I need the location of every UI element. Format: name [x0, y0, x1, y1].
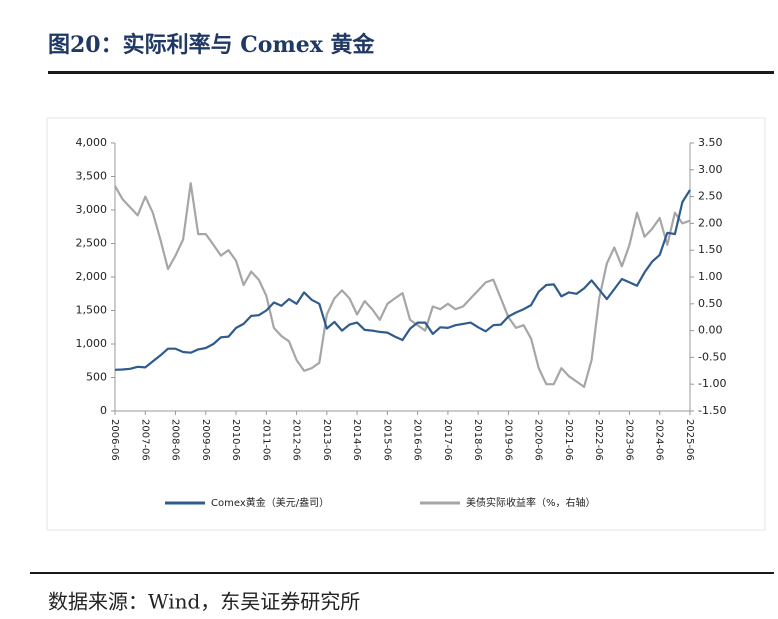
series-line [114, 189, 691, 371]
chart-title: 图20：实际利率与 Comex 黄金 [48, 32, 376, 58]
y2-tick-label: 1.50 [698, 243, 723, 256]
y2-tick-label: 2.00 [698, 216, 723, 229]
x-tick-label: 2022-06 [593, 419, 604, 461]
legend-label: Comex黄金（美元/盎司） [211, 496, 329, 509]
y-tick-label: 1,000 [76, 337, 108, 350]
y-tick-label: 4,000 [76, 136, 108, 149]
y2-tick-label: 3.00 [698, 163, 723, 176]
y-tick-label: 2,000 [76, 270, 108, 283]
y-tick-label: 500 [86, 371, 107, 384]
y-tick-label: 2,500 [76, 237, 108, 250]
x-tick-label: 2023-06 [623, 419, 634, 461]
y-tick-label: 1,500 [76, 304, 108, 317]
x-tick-label: 2010-06 [230, 419, 241, 461]
y-tick-label: 3,000 [76, 203, 108, 216]
x-tick-label: 2009-06 [200, 419, 211, 461]
x-tick-label: 2017-06 [442, 419, 453, 461]
y-tick-label: 3,500 [76, 170, 108, 183]
x-tick-label: 2008-06 [170, 419, 181, 461]
y2-tick-label: -0.50 [698, 350, 726, 363]
x-tick-label: 2024-06 [654, 419, 665, 461]
x-tick-label: 2016-06 [412, 419, 423, 461]
y2-tick-label: 0.00 [698, 324, 723, 337]
x-tick-label: 2013-06 [321, 419, 332, 461]
y2-tick-label: 3.50 [698, 136, 723, 149]
y2-tick-label: 0.50 [698, 297, 723, 310]
x-tick-label: 2015-06 [381, 419, 392, 461]
x-tick-label: 2006-06 [109, 419, 120, 461]
legend-label: 美债实际收益率（%，右轴） [466, 496, 596, 509]
x-tick-label: 2007-06 [139, 419, 150, 461]
x-tick-label: 2021-06 [563, 419, 574, 461]
source-rule [30, 572, 774, 574]
x-tick-label: 2011-06 [260, 419, 271, 461]
source: 数据来源：Wind，东吴证券研究所 [48, 590, 360, 614]
x-tick-label: 2020-06 [533, 419, 544, 461]
x-tick-label: 2012-06 [291, 419, 302, 461]
title-rule [48, 71, 774, 74]
y2-tick-label: 2.50 [698, 190, 723, 203]
y2-tick-label: -1.50 [698, 404, 726, 417]
y-tick-label: 0 [100, 404, 107, 417]
x-tick-label: 2019-06 [502, 419, 513, 461]
x-tick-label: 2025-06 [684, 419, 695, 461]
y2-tick-label: -1.00 [698, 377, 726, 390]
y2-tick-label: 1.00 [698, 270, 723, 283]
series-line [114, 182, 691, 388]
chart-panel [46, 117, 766, 531]
x-tick-label: 2018-06 [472, 419, 483, 461]
x-tick-label: 2014-06 [351, 419, 362, 461]
